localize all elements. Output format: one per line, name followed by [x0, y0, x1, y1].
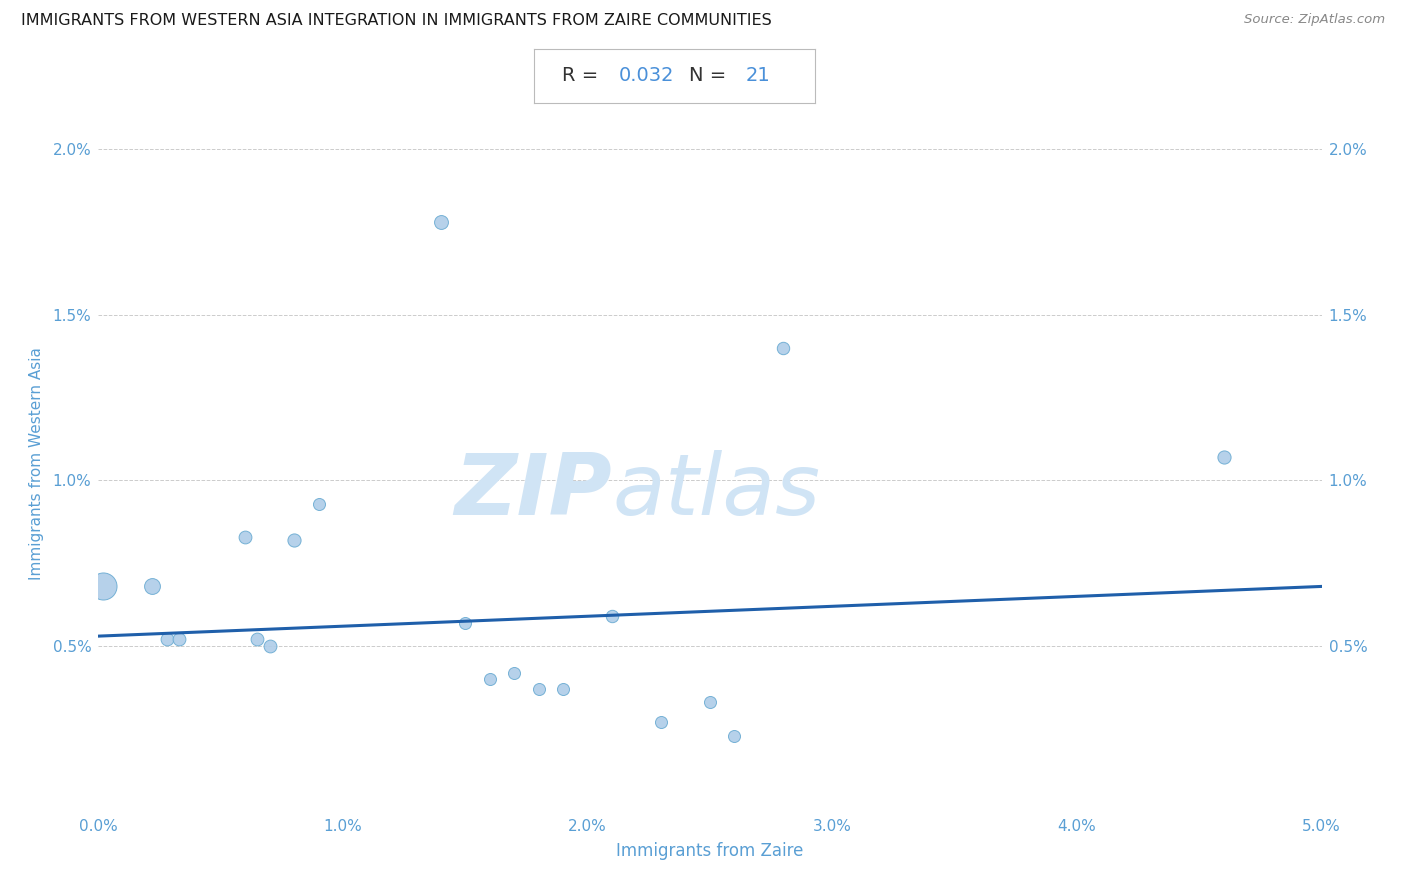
- Point: [503, 665, 526, 680]
- Point: [156, 632, 179, 647]
- Point: [454, 615, 477, 630]
- Point: [246, 632, 269, 647]
- Point: [167, 632, 190, 647]
- Point: [650, 715, 672, 730]
- X-axis label: Immigrants from Zaire: Immigrants from Zaire: [616, 842, 804, 860]
- Point: [699, 695, 721, 709]
- Text: 21: 21: [745, 66, 770, 86]
- Y-axis label: Immigrants from Western Asia: Immigrants from Western Asia: [30, 347, 45, 581]
- Point: [723, 729, 745, 743]
- Point: [1212, 450, 1234, 465]
- Point: [283, 533, 305, 547]
- Point: [430, 215, 453, 229]
- Point: [259, 639, 281, 653]
- Text: ZIP: ZIP: [454, 450, 612, 533]
- Text: N =: N =: [689, 66, 733, 86]
- Text: R =: R =: [562, 66, 605, 86]
- Point: [141, 579, 163, 593]
- Text: Source: ZipAtlas.com: Source: ZipAtlas.com: [1244, 13, 1385, 27]
- Point: [772, 341, 794, 355]
- Point: [91, 579, 114, 593]
- Point: [308, 497, 330, 511]
- Text: IMMIGRANTS FROM WESTERN ASIA INTEGRATION IN IMMIGRANTS FROM ZAIRE COMMUNITIES: IMMIGRANTS FROM WESTERN ASIA INTEGRATION…: [21, 13, 772, 29]
- Text: 0.032: 0.032: [619, 66, 673, 86]
- Point: [233, 530, 256, 544]
- Point: [527, 682, 550, 697]
- Text: atlas: atlas: [612, 450, 820, 533]
- Point: [478, 672, 501, 686]
- Point: [553, 682, 575, 697]
- Point: [600, 609, 623, 624]
